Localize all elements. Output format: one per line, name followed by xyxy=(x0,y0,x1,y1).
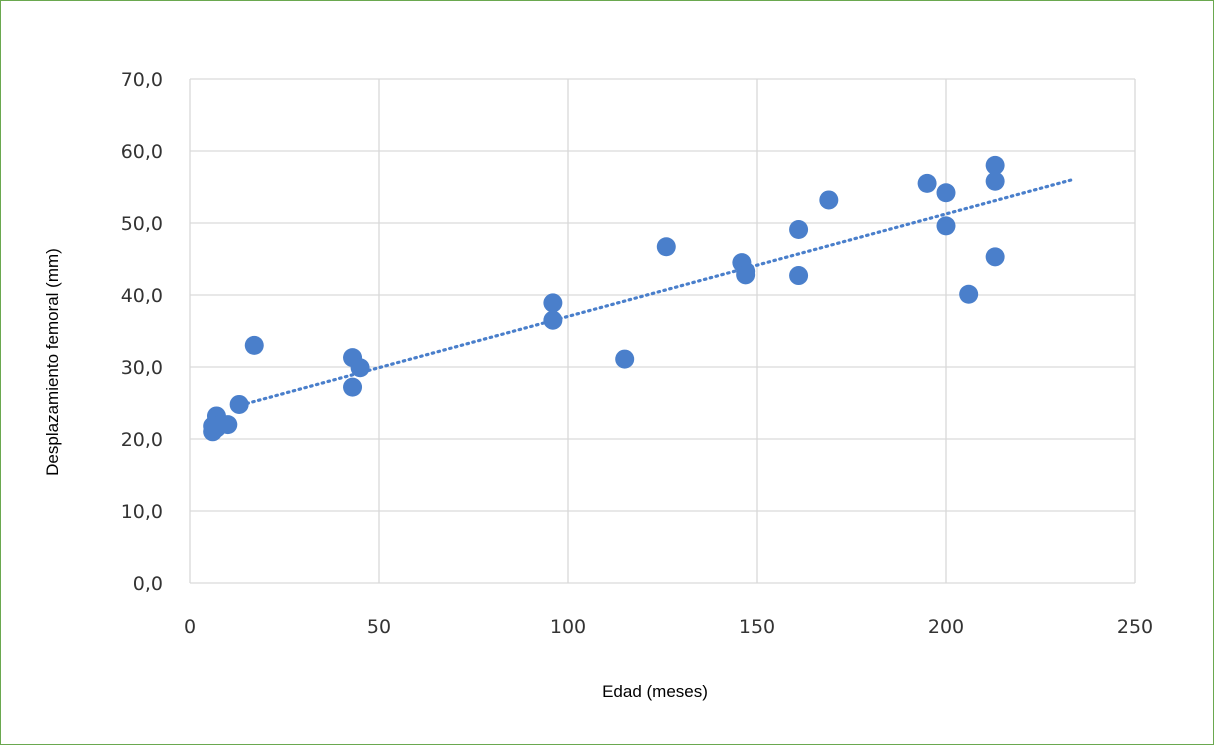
tick-labels: 0,0 10,0 20,0 30,0 40,0 50,0 60,0 70,0 0 50 100 150… xyxy=(121,69,1153,638)
x-tick-label: 200 xyxy=(928,616,964,638)
data-point xyxy=(789,219,809,239)
y-tick-label: 30,0 xyxy=(121,357,163,379)
data-point xyxy=(819,190,839,210)
data-point xyxy=(244,335,264,355)
data-point xyxy=(615,349,635,369)
data-point xyxy=(985,247,1005,267)
data-point xyxy=(543,310,563,330)
data-point xyxy=(985,155,1005,175)
x-tick-label: 250 xyxy=(1117,616,1153,638)
data-point xyxy=(985,171,1005,191)
x-tick-label: 100 xyxy=(550,616,586,638)
data-point xyxy=(789,266,809,286)
data-point xyxy=(218,415,238,435)
data-point xyxy=(350,358,370,378)
trendline xyxy=(233,177,1077,409)
x-axis-title: Edad (meses) xyxy=(602,682,708,701)
data-point xyxy=(936,216,956,236)
y-tick-label: 60,0 xyxy=(121,141,163,163)
data-point xyxy=(543,293,563,313)
x-tick-label: 150 xyxy=(739,616,775,638)
y-axis-title: Desplazamiento femoral (mm) xyxy=(43,248,62,476)
data-point xyxy=(343,377,363,397)
data-point xyxy=(656,237,676,257)
x-tick-label: 50 xyxy=(367,616,391,638)
data-points xyxy=(203,155,1005,442)
x-tick-label: 0 xyxy=(184,616,196,638)
y-tick-label: 50,0 xyxy=(121,213,163,235)
grid-lines xyxy=(189,78,1136,584)
y-tick-label: 0,0 xyxy=(133,573,163,595)
data-point xyxy=(229,394,249,414)
y-tick-label: 70,0 xyxy=(121,69,163,91)
y-tick-label: 10,0 xyxy=(121,501,163,523)
trendline-group xyxy=(233,177,1077,409)
data-point xyxy=(959,284,979,304)
data-point xyxy=(936,183,956,203)
data-point xyxy=(917,173,937,193)
data-point xyxy=(736,265,756,285)
y-tick-label: 20,0 xyxy=(121,429,163,451)
y-tick-label: 40,0 xyxy=(121,285,163,307)
